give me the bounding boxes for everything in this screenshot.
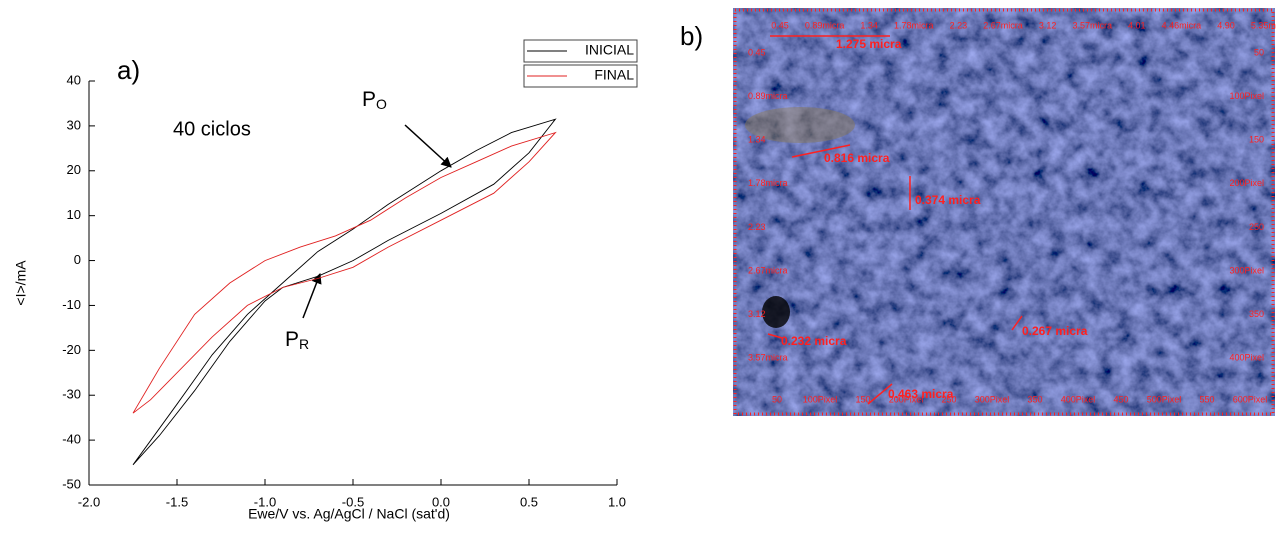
- y-tick-label: -20: [62, 342, 81, 357]
- ruler-label: 50: [772, 394, 782, 404]
- ruler-label: 2.67micra: [983, 20, 1023, 30]
- ruler-label: 400Pixel: [1229, 353, 1264, 363]
- y-tick-label: -30: [62, 387, 81, 402]
- y-axis-label: <I>/mA: [13, 260, 29, 306]
- ruler-label: 300Pixel: [1229, 265, 1264, 275]
- ruler-label: 0.89micra: [748, 91, 788, 101]
- ruler-label: 2.67micra: [748, 265, 788, 275]
- ruler-label: 1.78micra: [748, 178, 788, 188]
- micrograph-texture: [733, 8, 1275, 416]
- ruler-label: 0.89micra: [805, 20, 845, 30]
- ruler-label: 3.57micra: [1072, 20, 1112, 30]
- peak-text: P: [362, 88, 376, 111]
- measure-label: 0.267 micra: [1022, 324, 1088, 338]
- arrow: [405, 125, 451, 167]
- y-tick-label: 0: [74, 252, 81, 267]
- ruler-label: 4.90: [1217, 20, 1235, 30]
- y-tick-label: -40: [62, 432, 81, 447]
- series-line: [133, 119, 555, 465]
- ruler-label: 550: [1199, 394, 1214, 404]
- measure-label: 0.463 micra: [888, 387, 954, 401]
- peak-sub: R: [299, 336, 309, 352]
- peak-text: P: [285, 328, 299, 351]
- ruler-label: 1.34: [748, 135, 766, 145]
- y-tick-label: 40: [67, 72, 81, 87]
- legend-label: FINAL: [594, 67, 634, 83]
- x-tick-label: -2.0: [78, 494, 100, 509]
- measure-label: 0.816 micra: [824, 151, 890, 165]
- panel-label: b): [680, 21, 703, 51]
- ruler-label: 4.46micra: [1162, 20, 1202, 30]
- ruler-label: 0.45: [748, 47, 766, 57]
- panel-label: a): [117, 55, 140, 85]
- micrograph-feature: [762, 296, 790, 328]
- ruler-label: 2.23: [950, 20, 968, 30]
- ruler-label: 250: [1249, 222, 1264, 232]
- ruler-label: 300Pixel: [975, 394, 1010, 404]
- annotation: 40 ciclos: [173, 118, 251, 140]
- ruler-label: 4.01: [1128, 20, 1146, 30]
- page: {"chart_data": {"type": "line", "panel_l…: [0, 0, 1276, 546]
- x-tick-label: 1.0: [608, 494, 626, 509]
- y-tick-label: 10: [67, 207, 81, 222]
- ruler-label: 100Pixel: [803, 394, 838, 404]
- ruler-label: 450: [1113, 394, 1128, 404]
- ruler-label: 3.12: [748, 309, 766, 319]
- ruler-label: 600Pixel: [1233, 394, 1268, 404]
- y-tick-label: -50: [62, 476, 81, 491]
- measure-label: 0.232 micra: [781, 334, 847, 348]
- x-tick-label: -1.5: [166, 494, 188, 509]
- series-line: [133, 133, 555, 414]
- ruler-label: 2.23: [748, 222, 766, 232]
- ruler-label: 150: [1249, 135, 1264, 145]
- ruler-label: 100Pixel: [1229, 91, 1264, 101]
- y-tick-label: 30: [67, 117, 81, 132]
- ruler-label: 400Pixel: [1061, 394, 1096, 404]
- ruler-label: 0.45: [771, 20, 789, 30]
- ruler-label: 1.78micra: [894, 20, 934, 30]
- peak-sub: O: [376, 96, 387, 112]
- x-tick-label: 0.5: [520, 494, 538, 509]
- measure-label: 0.374 micra: [915, 193, 981, 207]
- ruler-label: 3.12: [1039, 20, 1057, 30]
- ruler-label: 350: [1027, 394, 1042, 404]
- legend-label: INICIAL: [585, 42, 634, 58]
- x-tick-label: -1.0: [254, 494, 276, 509]
- y-tick-label: 20: [67, 162, 81, 177]
- y-tick-label: -10: [62, 297, 81, 312]
- figure: a) 40 ciclos Ewe/V vs. Ag/AgCl / NaCl (s…: [0, 0, 1276, 546]
- ruler-label: 5.35micra: [1251, 20, 1276, 30]
- ruler-label: 500Pixel: [1147, 394, 1182, 404]
- ruler-label: 50: [1254, 47, 1264, 57]
- ruler-label: 350: [1249, 309, 1264, 319]
- ruler-label: 200Pixel: [1229, 178, 1264, 188]
- measure-label: 1.275 micra: [836, 37, 902, 51]
- peak-label: PO: [362, 88, 387, 112]
- peak-label: PR: [285, 328, 309, 352]
- ruler-label: 3.57micra: [748, 353, 788, 363]
- ruler-label: 1.34: [860, 20, 878, 30]
- x-tick-label: 0.0: [432, 494, 450, 509]
- x-tick-label: -0.5: [342, 494, 364, 509]
